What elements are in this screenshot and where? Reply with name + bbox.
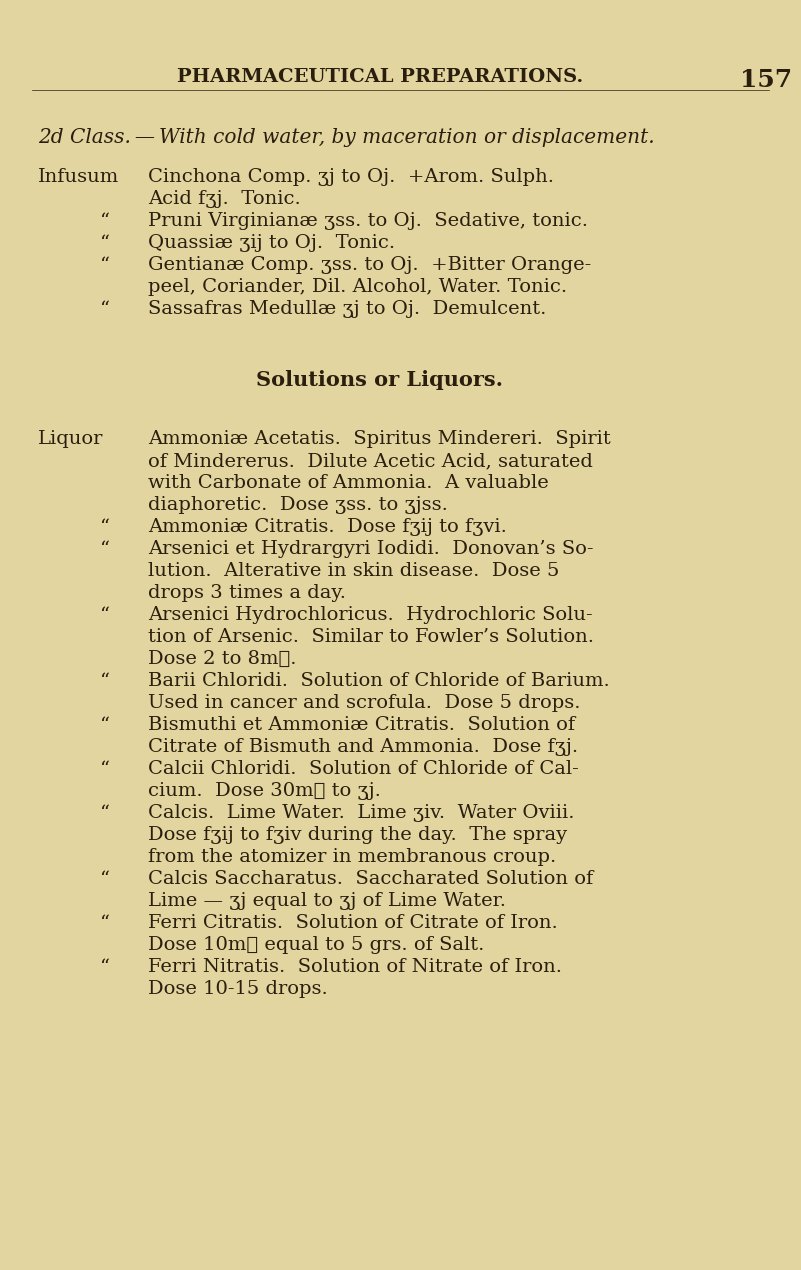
Text: Quassiæ ʒij to Oj.  Tonic.: Quassiæ ʒij to Oj. Tonic.	[148, 234, 395, 251]
Text: “: “	[100, 300, 110, 318]
Text: Infusum: Infusum	[38, 168, 119, 185]
Text: “: “	[100, 540, 110, 558]
Text: Ammoniæ Citratis.  Dose fʒij to fʒvi.: Ammoniæ Citratis. Dose fʒij to fʒvi.	[148, 518, 507, 536]
Text: 2d Class. — With cold water, by maceration or displacement.: 2d Class. — With cold water, by macerati…	[38, 128, 654, 147]
Text: tion of Arsenic.  Similar to Fowler’s Solution.: tion of Arsenic. Similar to Fowler’s Sol…	[148, 627, 594, 646]
Text: “: “	[100, 914, 110, 932]
Text: Ammoniæ Acetatis.  Spiritus Mindereri.  Spirit: Ammoniæ Acetatis. Spiritus Mindereri. Sp…	[148, 431, 610, 448]
Text: “: “	[100, 518, 110, 536]
Text: Barii Chloridi.  Solution of Chloride of Barium.: Barii Chloridi. Solution of Chloride of …	[148, 672, 610, 690]
Text: Gentianæ Comp. ʒss. to Oj.  +Bitter Orange-: Gentianæ Comp. ʒss. to Oj. +Bitter Orang…	[148, 257, 591, 274]
Text: peel, Coriander, Dil. Alcohol, Water. Tonic.: peel, Coriander, Dil. Alcohol, Water. To…	[148, 278, 567, 296]
Text: Solutions or Liquors.: Solutions or Liquors.	[256, 370, 504, 390]
Text: diaphoretic.  Dose ʒss. to ʒjss.: diaphoretic. Dose ʒss. to ʒjss.	[148, 497, 448, 514]
Text: Pruni Virginianæ ʒss. to Oj.  Sedative, tonic.: Pruni Virginianæ ʒss. to Oj. Sedative, t…	[148, 212, 588, 230]
Text: Calcii Chloridi.  Solution of Chloride of Cal-: Calcii Chloridi. Solution of Chloride of…	[148, 759, 579, 779]
Text: Liquor: Liquor	[38, 431, 103, 448]
Text: PHARMACEUTICAL PREPARATIONS.: PHARMACEUTICAL PREPARATIONS.	[177, 69, 583, 86]
Text: with Carbonate of Ammonia.  A valuable: with Carbonate of Ammonia. A valuable	[148, 474, 549, 491]
Text: “: “	[100, 672, 110, 690]
Text: Lime — ʒj equal to ʒj of Lime Water.: Lime — ʒj equal to ʒj of Lime Water.	[148, 892, 506, 911]
Text: “: “	[100, 606, 110, 624]
Text: drops 3 times a day.: drops 3 times a day.	[148, 584, 346, 602]
Text: “: “	[100, 804, 110, 822]
Text: Dose 2 to 8m⁙.: Dose 2 to 8m⁙.	[148, 650, 296, 668]
Text: Bismuthi et Ammoniæ Citratis.  Solution of: Bismuthi et Ammoniæ Citratis. Solution o…	[148, 716, 575, 734]
Text: Cinchona Comp. ʒj to Oj.  +Arom. Sulph.: Cinchona Comp. ʒj to Oj. +Arom. Sulph.	[148, 168, 554, 185]
Text: “: “	[100, 870, 110, 888]
Text: Dose 10m⁙ equal to 5 grs. of Salt.: Dose 10m⁙ equal to 5 grs. of Salt.	[148, 936, 485, 954]
Text: Calcis Saccharatus.  Saccharated Solution of: Calcis Saccharatus. Saccharated Solution…	[148, 870, 594, 888]
Text: “: “	[100, 759, 110, 779]
Text: Dose 10-15 drops.: Dose 10-15 drops.	[148, 980, 328, 998]
Text: 157: 157	[740, 69, 792, 91]
Text: Calcis.  Lime Water.  Lime ʒiv.  Water Oviii.: Calcis. Lime Water. Lime ʒiv. Water Ovii…	[148, 804, 574, 822]
Text: Used in cancer and scrofula.  Dose 5 drops.: Used in cancer and scrofula. Dose 5 drop…	[148, 693, 581, 712]
Text: from the atomizer in membranous croup.: from the atomizer in membranous croup.	[148, 848, 556, 866]
Text: Ferri Nitratis.  Solution of Nitrate of Iron.: Ferri Nitratis. Solution of Nitrate of I…	[148, 958, 562, 977]
Text: Dose fʒij to fʒiv during the day.  The spray: Dose fʒij to fʒiv during the day. The sp…	[148, 826, 567, 845]
Text: Sassafras Medullæ ʒj to Oj.  Demulcent.: Sassafras Medullæ ʒj to Oj. Demulcent.	[148, 300, 546, 318]
Text: “: “	[100, 257, 110, 274]
Text: Arsenici et Hydrargyri Iodidi.  Donovan’s So-: Arsenici et Hydrargyri Iodidi. Donovan’s…	[148, 540, 594, 558]
Text: “: “	[100, 212, 110, 230]
Text: Acid fʒj.  Tonic.: Acid fʒj. Tonic.	[148, 190, 300, 208]
Text: Ferri Citratis.  Solution of Citrate of Iron.: Ferri Citratis. Solution of Citrate of I…	[148, 914, 557, 932]
Text: Arsenici Hydrochloricus.  Hydrochloric Solu-: Arsenici Hydrochloricus. Hydrochloric So…	[148, 606, 593, 624]
Text: “: “	[100, 958, 110, 977]
Text: cium.  Dose 30m⁙ to ʒj.: cium. Dose 30m⁙ to ʒj.	[148, 782, 380, 800]
Text: “: “	[100, 716, 110, 734]
Text: of Mindererus.  Dilute Acetic Acid, saturated: of Mindererus. Dilute Acetic Acid, satur…	[148, 452, 593, 470]
Text: lution.  Alterative in skin disease.  Dose 5: lution. Alterative in skin disease. Dose…	[148, 563, 559, 580]
Text: “: “	[100, 234, 110, 251]
Text: Citrate of Bismuth and Ammonia.  Dose fʒj.: Citrate of Bismuth and Ammonia. Dose fʒj…	[148, 738, 578, 756]
